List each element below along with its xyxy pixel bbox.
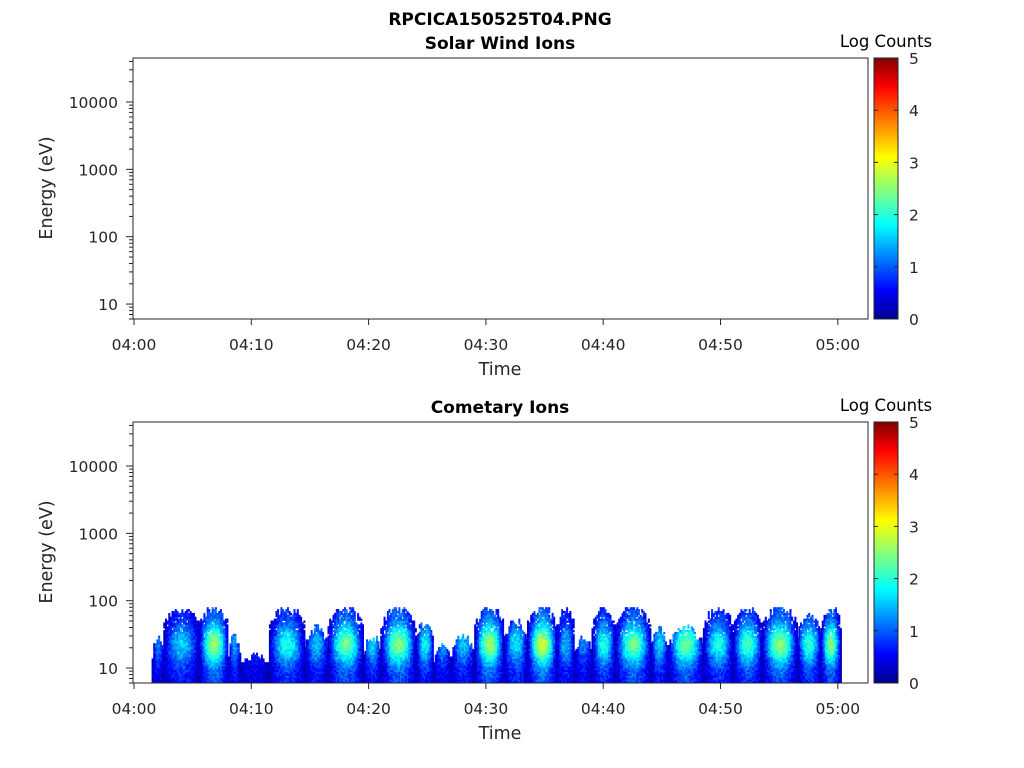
spectrogram-cell [362,624,364,626]
colorbar-tick-label: 1 [909,259,919,277]
solar-wind-ylabel: Energy (eV) [37,136,57,239]
spectrogram-cell [287,607,289,609]
spectrogram-cell [410,615,412,617]
spectrogram-cell [168,613,170,615]
panel-title-cometary: Cometary Ions [431,398,570,418]
spectrogram-cell [203,636,205,638]
spectrogram-cell [311,630,313,632]
solar-wind-y-ticks: 10 100 1000 10000 [69,61,133,319]
figure-canvas: RPCICA150525T04.PNG Solar Wind Ions 04:0… [0,0,1024,768]
spectrogram-cell [263,658,265,660]
spectrogram-cell [378,641,380,643]
solar-wind-colorbar-gradient [874,58,898,319]
y-tick-label: 10000 [69,94,118,112]
spectrogram-cell [249,660,251,662]
spectrogram-cell [261,655,263,657]
spectrogram-cell [254,655,256,657]
spectrogram-cell [193,613,195,615]
spectrogram-cell [389,609,391,611]
spectrogram-cell [395,607,397,609]
panel-solar-wind: Solar Wind Ions 04:00 04:10 04:20 04:30 04:4… [37,32,932,380]
solar-wind-colorbar: 0 1 2 3 4 5 Log Counts [840,32,932,329]
spectrogram-cell [300,617,302,619]
spectrogram-cell [303,621,305,623]
spectrogram-cell [160,641,162,643]
x-tick-label: 04:10 [229,336,274,354]
y-tick-label: 100 [88,229,118,247]
colorbar-tick-label: 3 [909,154,919,172]
colorbar-tick-label: 2 [909,207,919,225]
spectrogram-cell [226,619,228,621]
y-tick-label: 1000 [79,161,118,179]
solar-wind-axes-box [133,58,868,319]
spectrogram-cell [161,645,163,647]
colorbar-tick-label: 0 [909,311,919,329]
y-tick-label: 10 [98,296,118,314]
spectrogram-cell [303,630,305,632]
x-tick-label: 05:00 [815,336,860,354]
colorbar-tick-label: 5 [909,50,919,68]
spectrogram-cell [384,617,386,619]
x-tick-label: 04:30 [464,336,509,354]
spectrogram-cell [357,613,359,615]
spectrogram-cell [354,611,356,613]
spectrogram-cell [360,619,362,621]
x-tick-label: 04:20 [346,336,391,354]
solar-wind-xlabel: Time [478,360,522,380]
spectrogram-cell [215,607,217,609]
spectrogram-cell [297,609,299,611]
spectrogram-cell [181,609,183,611]
x-tick-label: 04:40 [581,336,626,354]
spectrogram-cell [346,609,348,611]
x-tick-label: 04:50 [698,336,743,354]
spectrogram-cell [234,634,236,636]
figure-title: RPCICA150525T04.PNG [388,10,611,30]
spectrogram-cell [317,624,319,626]
spectrogram-cell [226,624,228,626]
spectrogram-cell [195,617,197,619]
spectrogram-cell [239,653,241,655]
spectrogram-cell [220,609,222,611]
colorbar-tick-label: 4 [909,102,919,120]
spectrogram-cell [294,609,296,611]
spectrogram-cell [203,624,205,626]
panel-cometary: Cometary Ions 04:00 04:10 04:20 04:30 04:40 0… [37,396,932,744]
spectrogram-cell [322,632,324,634]
spectrogram-cell [158,636,160,638]
spectrogram-cell [321,628,323,630]
spectrogram-cell [222,613,224,615]
spectrogram-cell [203,613,205,615]
solar-wind-x-ticks: 04:00 04:10 04:20 04:30 04:40 04:50 05:00 [112,319,860,354]
cometary-spectrogram [152,607,842,683]
x-tick-label: 04:00 [112,336,157,354]
spectrogram-cell [208,609,210,611]
spectrogram-cell [303,624,305,626]
solar-wind-colorbar-label: Log Counts [840,32,932,51]
spectrogram-cell [373,638,375,640]
spectrogram-cell [398,607,400,609]
panel-title-solar-wind: Solar Wind Ions [425,34,576,54]
spectrogram-cell [352,607,354,609]
spectrogram-cell [376,636,378,638]
spectrogram-cell [325,638,327,640]
spectrogram-cell [277,609,279,611]
spectrogram-cell [238,643,240,645]
spectrogram-cell [256,653,258,655]
